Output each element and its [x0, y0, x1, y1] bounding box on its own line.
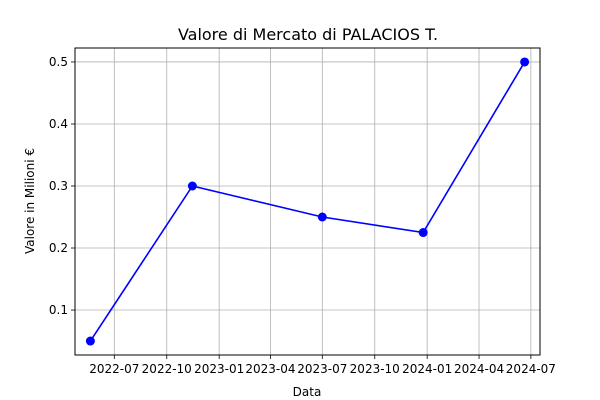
y-tick-label: 0.5 — [49, 55, 68, 69]
x-tick-label: 2023-07 — [297, 362, 347, 376]
ticks-layer: 2022-07 2022-10 2023-01 2023-04 2023-07 2023-… — [49, 55, 556, 376]
x-tick-label: 2024-01 — [402, 362, 452, 376]
x-tick-label: 2022-07 — [89, 362, 139, 376]
data-point — [418, 228, 428, 238]
grid — [75, 48, 540, 355]
x-axis-label: Data — [293, 385, 322, 399]
data-point — [85, 336, 95, 346]
y-tick-label: 0.4 — [49, 117, 68, 131]
x-tick-label: 2023-04 — [245, 362, 295, 376]
x-tick-label: 2023-01 — [194, 362, 244, 376]
data-point — [520, 57, 530, 67]
x-tick-label: 2022-10 — [142, 362, 192, 376]
y-axis-label: Valore in Milioni € — [23, 148, 37, 254]
y-tick-label: 0.2 — [49, 241, 68, 255]
series-line — [89, 61, 526, 342]
x-tick-label: 2024-07 — [506, 362, 556, 376]
plot-frame — [74, 47, 541, 356]
series-layer — [85, 57, 530, 346]
x-tick-label: 2024-04 — [454, 362, 504, 376]
data-point — [187, 181, 197, 191]
x-tick-label: 2023-10 — [350, 362, 400, 376]
y-tick-label: 0.3 — [49, 179, 68, 193]
y-tick-label: 0.1 — [49, 303, 68, 317]
chart-title: Valore di Mercato di PALACIOS T. — [178, 25, 438, 44]
data-point — [317, 212, 327, 222]
